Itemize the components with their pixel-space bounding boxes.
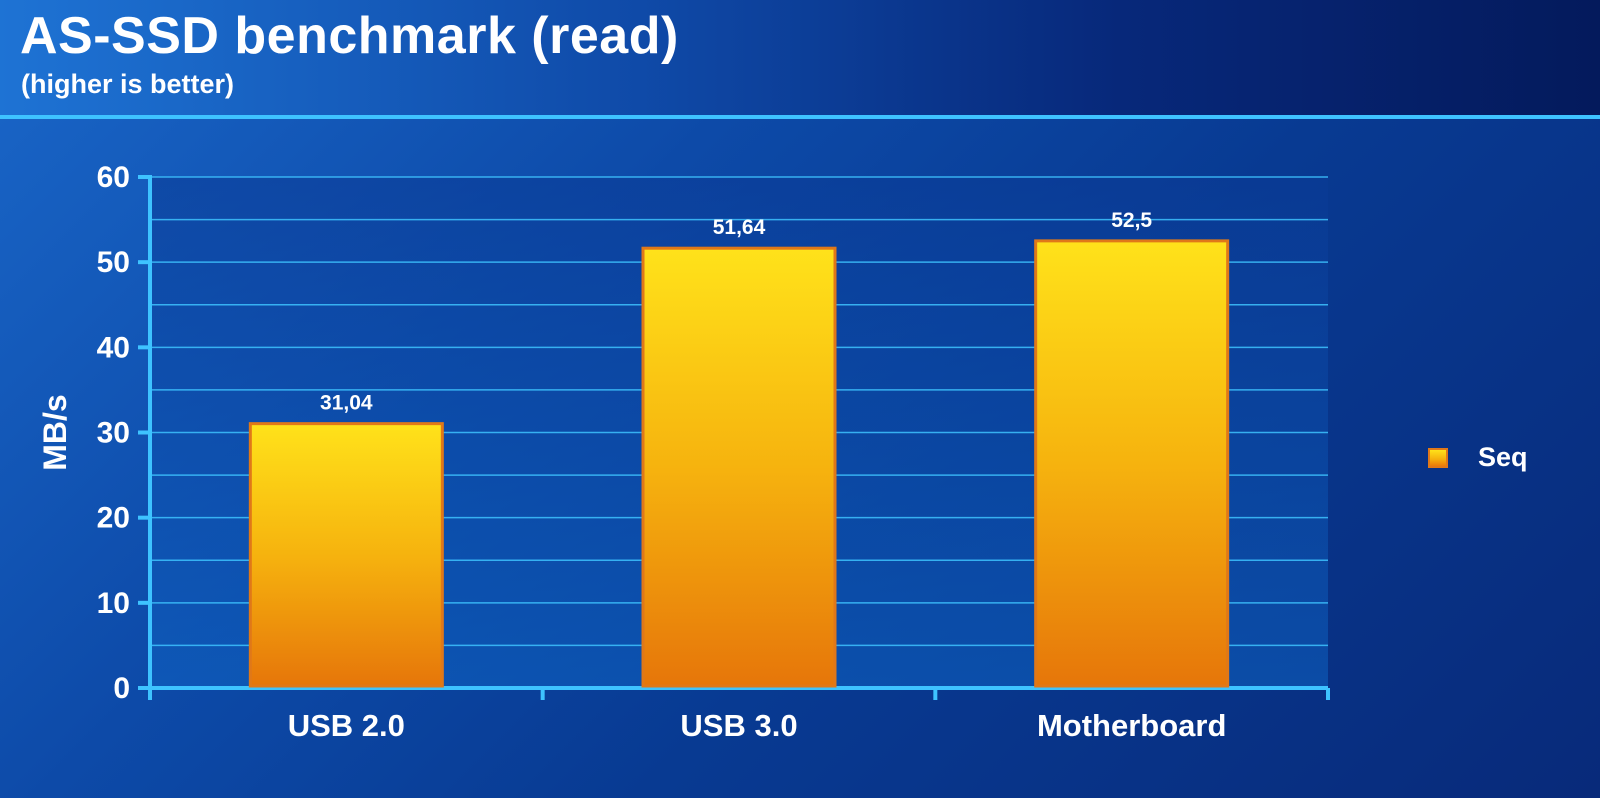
y-tick-label: 10 <box>97 587 130 620</box>
chart-title: AS-SSD benchmark (read) <box>20 7 679 65</box>
y-axis-title: MB/s <box>37 394 73 470</box>
x-tick-label: USB 2.0 <box>288 708 405 743</box>
bar-motherboard <box>1034 239 1230 688</box>
data-label: 51,64 <box>713 216 766 239</box>
y-tick-label: 0 <box>113 672 130 705</box>
legend-swatch-seq <box>1428 447 1448 468</box>
chart-subtitle: (higher is better) <box>21 69 235 99</box>
legend-label-seq: Seq <box>1478 442 1528 472</box>
legend: Seq <box>1428 442 1528 473</box>
y-tick-label: 20 <box>97 502 130 535</box>
y-tick-label: 40 <box>97 331 130 364</box>
y-tick-label: 30 <box>97 417 130 450</box>
header-band <box>0 0 1600 116</box>
data-label: 52,5 <box>1111 209 1152 232</box>
x-tick-label: USB 3.0 <box>680 708 797 743</box>
bar-usb-3-0 <box>641 246 837 688</box>
data-label: 31,04 <box>320 392 373 415</box>
y-tick-label: 50 <box>97 246 130 279</box>
y-tick-label: 60 <box>97 161 130 194</box>
x-tick-label: Motherboard <box>1037 708 1226 743</box>
bar-usb-2-0 <box>248 422 444 688</box>
header-rule <box>0 115 1600 119</box>
